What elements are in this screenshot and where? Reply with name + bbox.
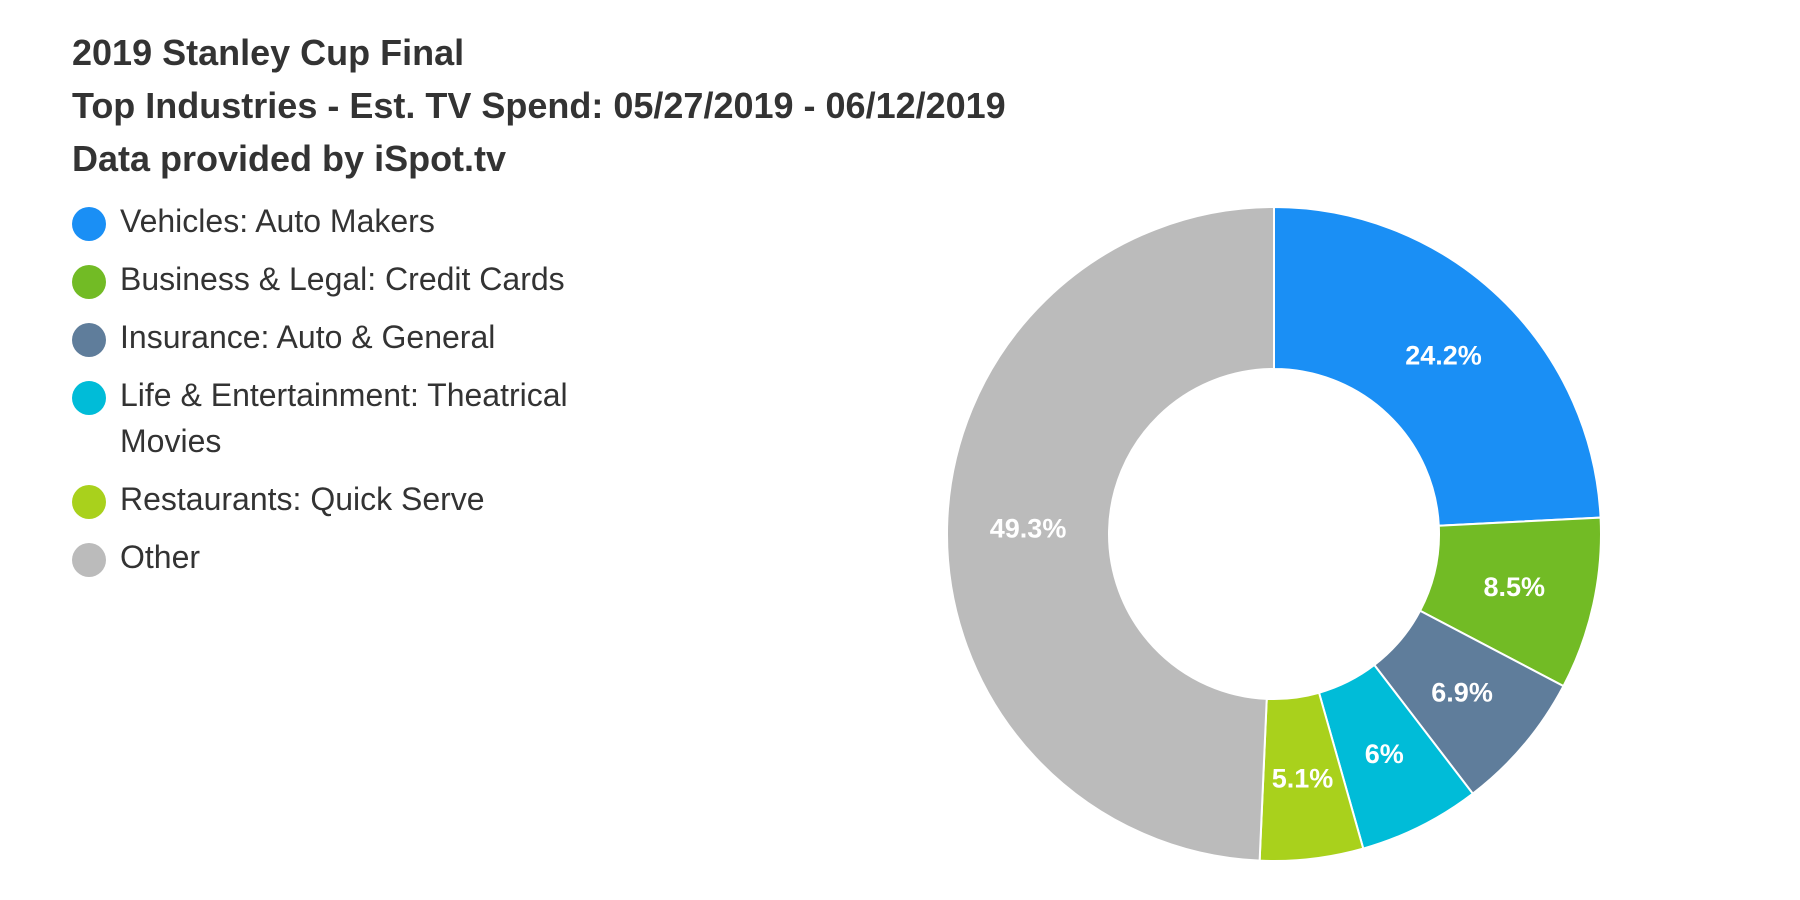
slice-data-label: 6%: [1365, 739, 1404, 769]
legend-item[interactable]: Life & Entertainment: Theatrical Movies: [72, 372, 672, 464]
chart-title: 2019 Stanley Cup Final: [72, 32, 465, 73]
chart-source: Data provided by iSpot.tv: [72, 138, 507, 179]
legend-label: Vehicles: Auto Makers: [120, 203, 435, 239]
slice-data-label: 24.2%: [1405, 341, 1482, 371]
chart-subtitle: Top Industries - Est. TV Spend: 05/27/20…: [72, 85, 1006, 126]
legend-swatch: [72, 323, 106, 357]
chart-legend: Vehicles: Auto Makers Business & Legal: C…: [72, 198, 672, 592]
legend-item[interactable]: Business & Legal: Credit Cards: [72, 256, 672, 302]
legend-swatch: [72, 381, 106, 415]
legend-item[interactable]: Other: [72, 534, 672, 580]
chart-titles: 2019 Stanley Cup Final Top Industries - …: [72, 26, 1006, 185]
legend-swatch: [72, 485, 106, 519]
legend-item[interactable]: Restaurants: Quick Serve: [72, 476, 672, 522]
legend-swatch: [72, 265, 106, 299]
slice-data-label: 49.3%: [990, 514, 1067, 544]
legend-label: Business & Legal: Credit Cards: [120, 261, 565, 297]
legend-item[interactable]: Insurance: Auto & General: [72, 314, 672, 360]
legend-label: Insurance: Auto & General: [120, 319, 496, 355]
slice-data-label: 6.9%: [1431, 678, 1493, 708]
legend-label: Life & Entertainment: Theatrical Movies: [120, 377, 568, 459]
legend-label: Restaurants: Quick Serve: [120, 481, 485, 517]
slice-data-label: 8.5%: [1483, 572, 1545, 602]
legend-item[interactable]: Vehicles: Auto Makers: [72, 198, 672, 244]
legend-swatch: [72, 543, 106, 577]
legend-label: Other: [120, 539, 201, 575]
slice-data-label: 5.1%: [1272, 763, 1334, 793]
legend-swatch: [72, 207, 106, 241]
donut-slice[interactable]: [1273, 205, 1602, 527]
donut-slice[interactable]: [946, 205, 1275, 862]
